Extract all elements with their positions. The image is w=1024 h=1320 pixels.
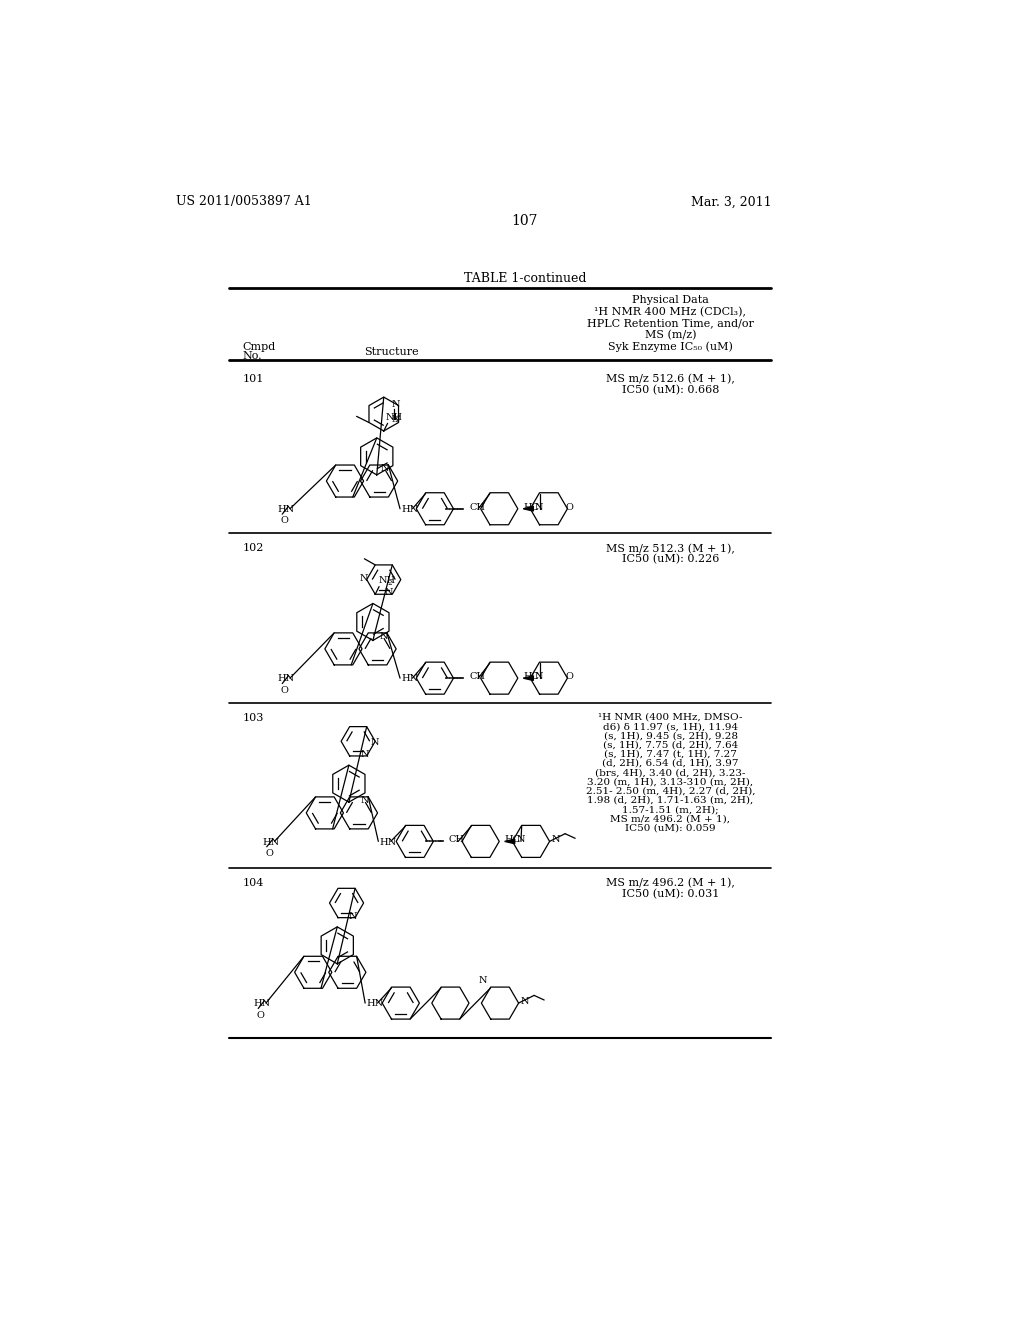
Text: N: N bbox=[381, 465, 389, 473]
Text: Physical Data: Physical Data bbox=[632, 296, 709, 305]
Text: CH: CH bbox=[449, 836, 465, 845]
Text: 104: 104 bbox=[243, 878, 264, 888]
Text: d6) δ 11.97 (s, 1H), 11.94: d6) δ 11.97 (s, 1H), 11.94 bbox=[603, 722, 738, 731]
Text: NH: NH bbox=[385, 413, 402, 422]
Text: N: N bbox=[478, 977, 487, 986]
Text: O: O bbox=[566, 672, 573, 681]
Text: N: N bbox=[360, 796, 370, 805]
Text: N: N bbox=[535, 672, 544, 681]
Text: HC: HC bbox=[523, 503, 540, 512]
Text: ¹H NMR 400 MHz (CDCl₃),: ¹H NMR 400 MHz (CDCl₃), bbox=[595, 308, 746, 317]
Text: HN: HN bbox=[367, 999, 384, 1008]
Text: Structure: Structure bbox=[365, 347, 419, 356]
Text: N: N bbox=[520, 997, 528, 1006]
Text: (d, 2H), 6.54 (d, 1H), 3.97: (d, 2H), 6.54 (d, 1H), 3.97 bbox=[602, 759, 738, 768]
Text: 101: 101 bbox=[243, 374, 264, 384]
Text: MS m/z 512.3 (M + 1),: MS m/z 512.3 (M + 1), bbox=[606, 544, 735, 554]
Text: HN: HN bbox=[254, 999, 270, 1008]
Text: HC: HC bbox=[523, 672, 540, 681]
Text: 3.20 (m, 1H), 3.13-310 (m, 2H),: 3.20 (m, 1H), 3.13-310 (m, 2H), bbox=[588, 777, 754, 787]
Text: HN: HN bbox=[262, 837, 280, 846]
Text: HN: HN bbox=[380, 837, 397, 846]
Text: MS m/z 496.2 (M + 1),: MS m/z 496.2 (M + 1), bbox=[606, 878, 735, 888]
Text: CH: CH bbox=[469, 672, 485, 681]
Text: (s, 1H), 7.47 (t, 1H), 7.27: (s, 1H), 7.47 (t, 1H), 7.27 bbox=[604, 750, 737, 759]
Text: O: O bbox=[281, 686, 289, 694]
Text: MS m/z 512.6 (M + 1),: MS m/z 512.6 (M + 1), bbox=[606, 374, 735, 384]
Text: 2: 2 bbox=[388, 579, 392, 587]
Text: N: N bbox=[359, 574, 368, 582]
Text: HPLC Retention Time, and/or: HPLC Retention Time, and/or bbox=[587, 318, 754, 329]
Text: HN: HN bbox=[278, 675, 295, 684]
Text: 1.57-1.51 (m, 2H);: 1.57-1.51 (m, 2H); bbox=[623, 805, 719, 814]
Text: N: N bbox=[535, 503, 544, 512]
Text: N: N bbox=[360, 750, 369, 759]
Text: N: N bbox=[380, 632, 388, 642]
Text: NH: NH bbox=[378, 576, 395, 585]
Text: CH: CH bbox=[469, 503, 485, 512]
Text: N: N bbox=[385, 589, 393, 597]
Text: Mar. 3, 2011: Mar. 3, 2011 bbox=[690, 195, 771, 209]
Text: 1.98 (d, 2H), 1.71-1.63 (m, 2H),: 1.98 (d, 2H), 1.71-1.63 (m, 2H), bbox=[588, 796, 754, 805]
Text: Syk Enzyme IC₅₀ (uM): Syk Enzyme IC₅₀ (uM) bbox=[608, 342, 733, 352]
Text: HN: HN bbox=[401, 506, 419, 513]
Text: No.: No. bbox=[243, 351, 262, 360]
Text: O: O bbox=[257, 1011, 264, 1020]
Text: HN: HN bbox=[278, 506, 295, 513]
Polygon shape bbox=[523, 676, 534, 681]
Text: O: O bbox=[566, 503, 573, 512]
Text: 2.51- 2.50 (m, 4H), 2.27 (d, 2H),: 2.51- 2.50 (m, 4H), 2.27 (d, 2H), bbox=[586, 787, 756, 796]
Text: 2: 2 bbox=[394, 416, 399, 424]
Text: US 2011/0053897 A1: US 2011/0053897 A1 bbox=[176, 195, 311, 209]
Text: (brs, 4H), 3.40 (d, 2H), 3.23-: (brs, 4H), 3.40 (d, 2H), 3.23- bbox=[595, 768, 745, 777]
Text: ¹H NMR (400 MHz, DMSO-: ¹H NMR (400 MHz, DMSO- bbox=[598, 713, 742, 722]
Text: MS m/z 496.2 (M + 1),: MS m/z 496.2 (M + 1), bbox=[610, 814, 730, 824]
Text: HC: HC bbox=[505, 836, 520, 845]
Text: (s, 1H), 7.75 (d, 2H), 7.64: (s, 1H), 7.75 (d, 2H), 7.64 bbox=[603, 741, 738, 750]
Text: N: N bbox=[516, 836, 524, 845]
Text: IC50 (uM): 0.031: IC50 (uM): 0.031 bbox=[622, 890, 719, 899]
Text: N: N bbox=[348, 912, 357, 920]
Text: 103: 103 bbox=[243, 713, 264, 723]
Text: N: N bbox=[392, 414, 400, 424]
Text: IC50 (uM): 0.668: IC50 (uM): 0.668 bbox=[622, 385, 719, 395]
Text: IC50 (uM): 0.226: IC50 (uM): 0.226 bbox=[622, 554, 719, 565]
Text: N: N bbox=[392, 400, 400, 409]
Polygon shape bbox=[523, 507, 534, 511]
Text: N: N bbox=[551, 836, 560, 845]
Text: IC50 (uM): 0.059: IC50 (uM): 0.059 bbox=[626, 824, 716, 833]
Text: N: N bbox=[371, 738, 379, 747]
Text: 107: 107 bbox=[512, 214, 538, 228]
Polygon shape bbox=[505, 840, 515, 843]
Text: TABLE 1-continued: TABLE 1-continued bbox=[464, 272, 586, 285]
Text: 102: 102 bbox=[243, 544, 264, 553]
Text: MS (m/z): MS (m/z) bbox=[645, 330, 696, 341]
Text: Cmpd: Cmpd bbox=[243, 342, 275, 351]
Text: O: O bbox=[265, 849, 273, 858]
Text: (s, 1H), 9.45 (s, 2H), 9.28: (s, 1H), 9.45 (s, 2H), 9.28 bbox=[603, 731, 737, 741]
Text: HN: HN bbox=[401, 675, 419, 684]
Text: O: O bbox=[281, 516, 289, 525]
